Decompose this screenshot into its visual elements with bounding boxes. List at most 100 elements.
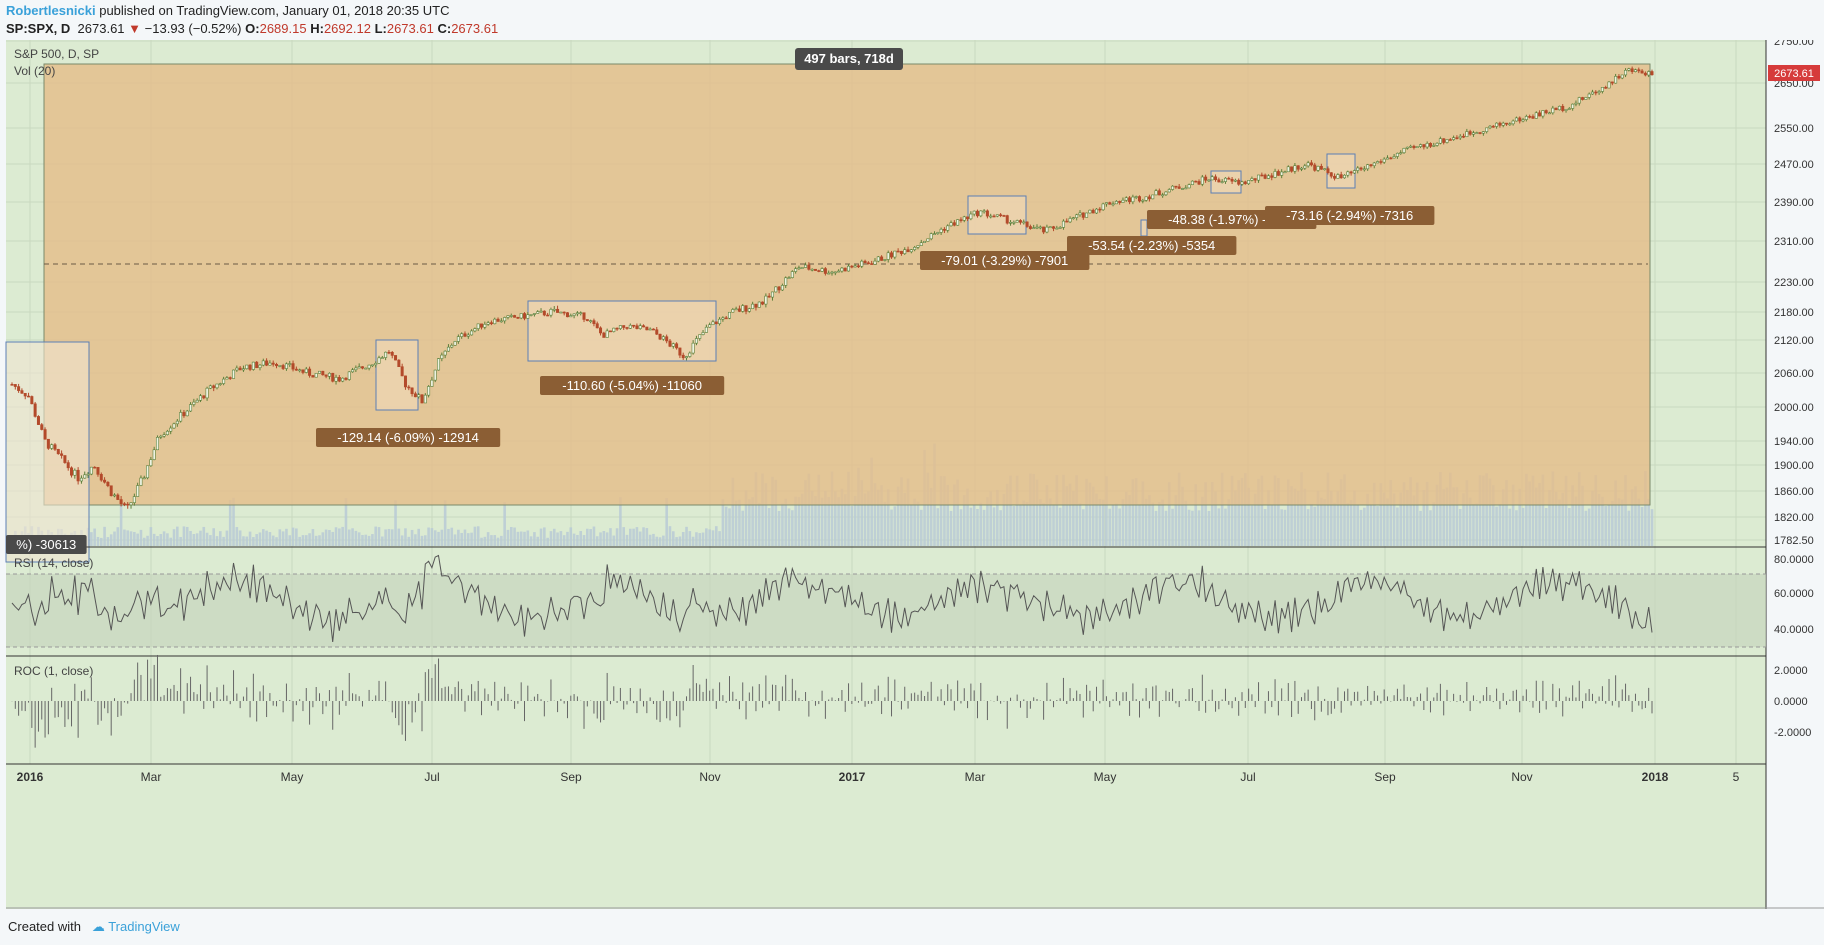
volume-bar: [1015, 475, 1019, 546]
high-value: 2692.12: [323, 21, 371, 36]
candle-body: [1141, 200, 1145, 202]
candle-body: [1455, 137, 1459, 139]
drawdown-box-1[interactable]: [5, 341, 90, 563]
volume-bar: [93, 528, 96, 546]
candle-body: [999, 214, 1003, 217]
candle-body: [1316, 165, 1320, 171]
volume-bar: [976, 508, 979, 546]
volume-bar: [364, 534, 368, 546]
volume-bar: [1300, 472, 1303, 546]
author-link[interactable]: Robertlesnicki: [6, 3, 96, 18]
volume-bar: [1429, 510, 1432, 546]
volume-bar: [962, 495, 966, 546]
volume-bar: [549, 531, 553, 546]
volume-bar: [1310, 503, 1313, 546]
time-tick-label: Sep: [1374, 770, 1396, 784]
last-price: 2673.61: [77, 21, 125, 36]
drawdown-box-6[interactable]: [1210, 170, 1242, 194]
volume-bar: [1270, 504, 1274, 546]
candle-body: [255, 361, 259, 368]
volume-bar: [212, 528, 215, 546]
candle-body: [146, 465, 150, 479]
candle-body: [727, 311, 731, 319]
candle-body: [615, 327, 619, 330]
price-chart[interactable]: 2750.002650.002550.002470.002390.002310.…: [0, 40, 1824, 910]
volume-bar: [1244, 473, 1247, 546]
footer-brand[interactable]: TradingView: [108, 919, 180, 934]
legend-main: S&P 500, D, SP: [14, 47, 99, 61]
volume-bar: [126, 530, 130, 546]
candle-body: [813, 268, 817, 271]
volume-bar: [625, 534, 629, 546]
candle-body: [850, 265, 854, 268]
drawdown-box-3[interactable]: [527, 300, 717, 362]
volume-bar: [1306, 509, 1310, 546]
volume-bar: [645, 528, 649, 546]
drawdown-box-2[interactable]: [375, 339, 419, 411]
volume-bar: [1329, 490, 1333, 546]
volume-bar: [99, 537, 103, 546]
candle-body: [1025, 221, 1029, 227]
candle-body: [694, 338, 698, 344]
footer-created: Created with: [8, 919, 81, 934]
volume-bar: [1224, 508, 1227, 546]
candle-body: [1501, 122, 1505, 126]
volume-bar: [1412, 495, 1416, 546]
candle-body: [1035, 226, 1039, 229]
volume-bar: [1002, 493, 1006, 546]
candle-body: [360, 366, 364, 369]
candle-body: [1038, 226, 1042, 229]
drawdown-label: -79.01 (-3.29%) -7901: [941, 253, 1068, 268]
volume-bar: [956, 479, 959, 546]
candle-body: [1009, 221, 1013, 224]
volume-bar: [1108, 508, 1112, 546]
volume-bar: [708, 529, 711, 546]
candle-body: [1313, 164, 1317, 171]
volume-bar: [463, 529, 467, 546]
candle-body: [1329, 172, 1333, 177]
candle-body: [916, 245, 920, 248]
candle-body: [856, 265, 860, 268]
candle-body: [542, 310, 546, 316]
volume-bar: [1597, 493, 1601, 546]
measure-range-box[interactable]: [43, 63, 1651, 506]
candle-body: [866, 262, 870, 265]
candle-body: [1571, 103, 1575, 109]
candle-body: [969, 213, 973, 220]
candle-body: [1369, 164, 1373, 167]
time-tick-label: Mar: [141, 770, 162, 784]
candle-body: [1468, 131, 1472, 135]
candle-body: [691, 342, 695, 354]
volume-bar: [1472, 503, 1475, 546]
candle-body: [1296, 165, 1300, 170]
candle-body: [288, 363, 292, 365]
volume-bar: [767, 508, 771, 546]
candle-body: [1362, 168, 1366, 171]
candle-body: [552, 308, 556, 311]
drawdown-box-5[interactable]: [1140, 219, 1148, 237]
volume-bar: [678, 536, 682, 546]
volume-bar: [1177, 472, 1181, 546]
volume-bar: [1214, 491, 1217, 546]
candlesticks: [10, 66, 1654, 509]
candle-body: [380, 357, 384, 359]
volume-bar: [473, 526, 477, 546]
candle-body: [483, 323, 487, 328]
candle-body: [476, 323, 480, 329]
volume-bar: [701, 532, 705, 546]
volume-bar: [142, 537, 146, 546]
candle-body: [628, 324, 632, 329]
time-axis: 2016 Mar May Jul Sep Nov 2017 Mar May Jul Sep Nov 20…: [17, 770, 1740, 784]
volume-bar: [1399, 492, 1403, 546]
volume-bar: [1392, 493, 1396, 546]
candle-body: [1161, 194, 1165, 197]
candle-body: [919, 242, 923, 246]
volume-bar: [156, 536, 159, 546]
candle-body: [1276, 171, 1280, 176]
candle-body: [522, 313, 526, 319]
volume-bar: [248, 531, 252, 546]
candle-body: [1207, 179, 1211, 182]
volume-bar: [113, 531, 116, 546]
candle-body: [949, 222, 953, 227]
candle-body: [1412, 145, 1416, 148]
